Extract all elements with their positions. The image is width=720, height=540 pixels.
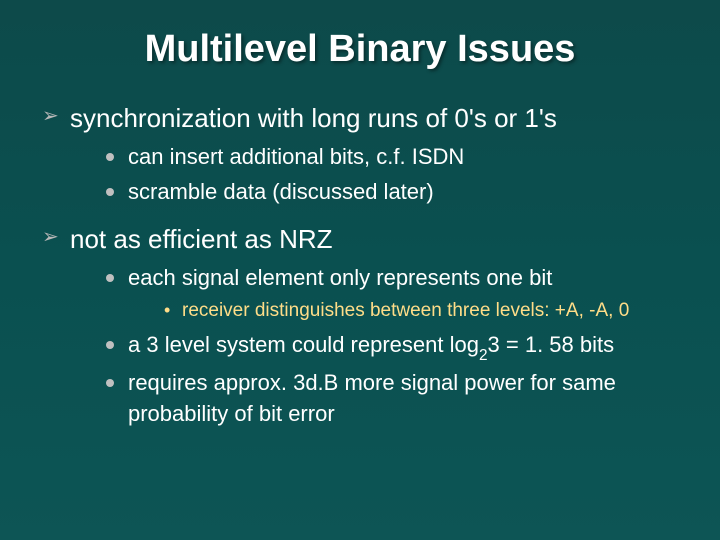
- bullet-2-3-text: requires approx. 3d.B more signal power …: [128, 370, 616, 426]
- bullet-2-1-1: receiver distinguishes between three lev…: [164, 298, 690, 325]
- slide-title: Multilevel Binary Issues: [30, 28, 690, 71]
- bullet-2-2: a 3 level system could represent log23 =…: [106, 330, 690, 364]
- slide: Multilevel Binary Issues synchronization…: [0, 0, 720, 540]
- bullet-2-3: requires approx. 3d.B more signal power …: [106, 368, 690, 430]
- bullet-2-2-sub: 2: [479, 347, 488, 364]
- bullet-1: synchronization with long runs of 0's or…: [42, 101, 690, 208]
- bullet-1-1-text: can insert additional bits, c.f. ISDN: [128, 144, 464, 169]
- bullet-2-1-text: each signal element only represents one …: [128, 265, 552, 290]
- bullet-1-2-text: scramble data (discussed later): [128, 179, 434, 204]
- bullet-1-2: scramble data (discussed later): [106, 177, 690, 208]
- bullet-1-1: can insert additional bits, c.f. ISDN: [106, 142, 690, 173]
- bullet-2-2-post: 3 = 1. 58 bits: [488, 332, 615, 357]
- bullet-2-1: each signal element only represents one …: [106, 263, 690, 324]
- bullet-2-1-subsublist: receiver distinguishes between three lev…: [164, 298, 690, 325]
- bullet-1-text: synchronization with long runs of 0's or…: [70, 103, 557, 133]
- bullet-2-sublist: each signal element only represents one …: [106, 263, 690, 430]
- bullet-2-1-1-text: receiver distinguishes between three lev…: [182, 300, 629, 321]
- bullet-1-sublist: can insert additional bits, c.f. ISDN sc…: [106, 142, 690, 208]
- bullet-2-2-pre: a 3 level system could represent log: [128, 332, 479, 357]
- content-list: synchronization with long runs of 0's or…: [42, 101, 690, 430]
- bullet-2-text: not as efficient as NRZ: [70, 224, 333, 254]
- bullet-2: not as efficient as NRZ each signal elem…: [42, 222, 690, 430]
